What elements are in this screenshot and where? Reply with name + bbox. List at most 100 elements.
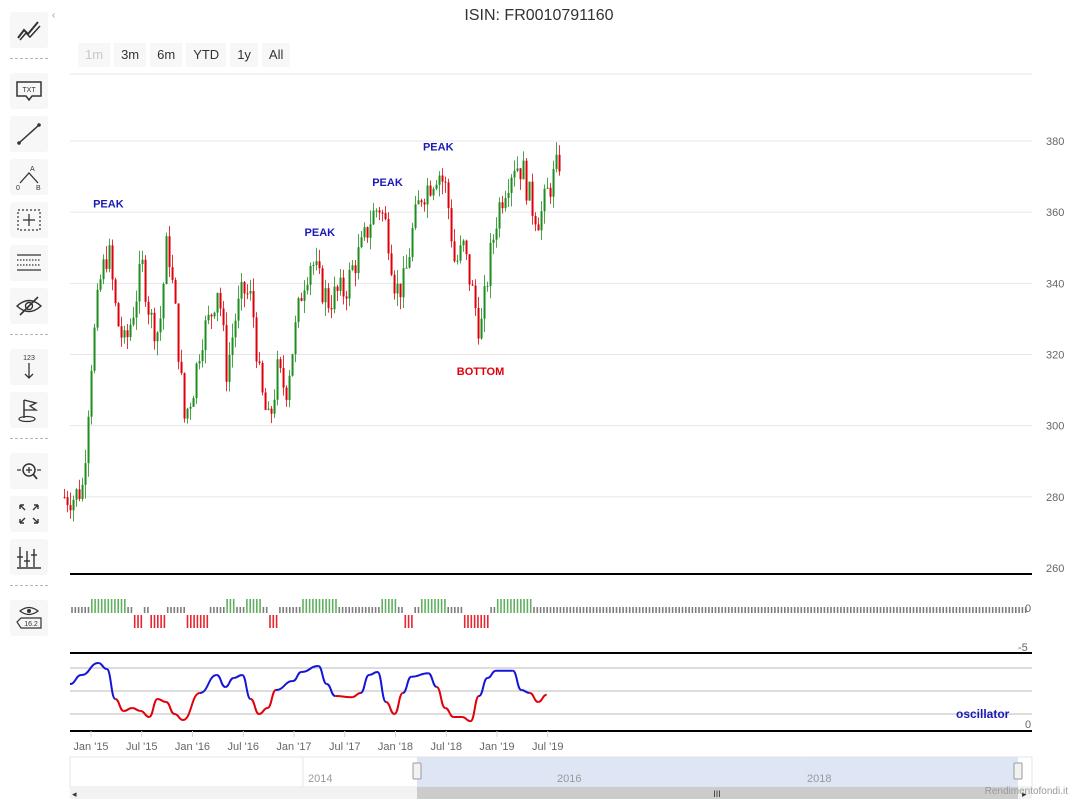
oscillator-segment (301, 665, 319, 673)
candle-body (498, 202, 501, 229)
oscillator-segment (105, 668, 117, 700)
candle-body (165, 236, 168, 284)
text-annotation-button[interactable]: TXT (10, 73, 48, 109)
oscillator-segment (352, 692, 361, 699)
chart-credit: Rendimentofondi.it (985, 786, 1069, 797)
oscillator-segment (98, 662, 108, 670)
candle-body (369, 224, 372, 238)
candle-body (423, 202, 426, 205)
fullscreen-button[interactable] (10, 496, 48, 532)
navigator-year-label: 2018 (807, 773, 831, 785)
candle-body (81, 484, 84, 500)
candle-body (75, 489, 78, 500)
candle-body (363, 227, 366, 238)
candle-body (489, 242, 492, 286)
zoom-button[interactable] (10, 453, 48, 489)
scrollbar-thumb[interactable] (417, 787, 1018, 799)
svg-text:0: 0 (16, 185, 20, 191)
candle-body (537, 224, 540, 231)
candle-body (393, 274, 396, 294)
oscillator-segment (376, 671, 387, 703)
range-1m-button[interactable]: 1m (78, 43, 111, 67)
y-tick-label: 280 (1046, 492, 1064, 504)
candle-body (318, 261, 321, 269)
adjust-series-button[interactable] (10, 539, 48, 575)
vertical-counter-button[interactable]: 123 (10, 349, 48, 385)
candle-body (522, 160, 525, 180)
candle-body (225, 325, 228, 382)
crosshair-selection-button[interactable] (10, 202, 48, 238)
fullscreen-icon (19, 504, 39, 524)
candle-body (219, 292, 222, 309)
oscillator-segment (123, 707, 133, 712)
svg-text:A: A (30, 166, 35, 173)
oscillator-segment (487, 669, 497, 679)
candle-body (339, 277, 342, 291)
candle-body (426, 185, 429, 205)
navigator-handle[interactable] (1013, 762, 1023, 780)
candle-body (264, 392, 267, 410)
horizontal-lines-button[interactable] (10, 245, 48, 281)
range-1y-button[interactable]: 1y (230, 43, 258, 67)
collapse-toolbar-icon[interactable]: ‹ (52, 10, 56, 21)
candle-body (558, 154, 561, 172)
oscillator-segment (529, 692, 539, 703)
x-tick-label: Jul '17 (329, 741, 360, 753)
range-all-button[interactable]: All (261, 43, 291, 67)
line-tool-button[interactable] (10, 116, 48, 152)
candle-body (396, 283, 399, 294)
candle-body (513, 170, 516, 178)
oscillator-segment (258, 707, 268, 715)
scrollbar-left-arrow[interactable]: ◂ (72, 789, 77, 799)
measure-angle-icon: A 0 B (16, 166, 41, 191)
range-6m-button[interactable]: 6m (150, 43, 183, 67)
candle-body (300, 298, 303, 301)
candle-body (129, 324, 132, 338)
signal-axis-label: 0 (1025, 603, 1031, 615)
candle-body (210, 314, 213, 317)
candle-body (63, 496, 66, 498)
candle-body (456, 260, 459, 262)
peak-annotation: PEAK (305, 227, 336, 239)
navigator-handle[interactable] (412, 762, 422, 780)
candle-body (411, 227, 414, 258)
candle-body (276, 359, 279, 400)
range-ytd-button[interactable]: YTD (186, 43, 227, 67)
oscillator-segment (199, 674, 218, 694)
measure-angle-button[interactable]: A 0 B (10, 159, 48, 195)
candle-body (321, 268, 324, 303)
candle-body (444, 181, 447, 183)
candle-body (198, 361, 201, 364)
candle-body (135, 301, 138, 318)
candle-body (468, 254, 471, 285)
candle-body (516, 168, 519, 171)
indicators-button[interactable] (10, 12, 48, 48)
candle-body (72, 499, 75, 511)
candle-body (348, 269, 351, 299)
candle-body (237, 298, 240, 321)
oscillator-segment (335, 695, 353, 699)
oscillator-y-tick: -5 (1018, 642, 1028, 654)
chart-title: ISIN: FR0010791160 (464, 7, 614, 24)
scrollbar-right-arrow[interactable]: ▸ (1022, 789, 1027, 799)
peak-annotation: PEAK (372, 177, 403, 189)
candle-body (228, 354, 231, 382)
text-annotation-icon: TXT (16, 81, 42, 102)
candle-body (204, 320, 207, 351)
current-price-button[interactable]: 16.2 (10, 600, 48, 636)
candle-body (306, 284, 309, 291)
oscillator-segment (360, 674, 370, 694)
x-tick-label: Jul '19 (532, 741, 563, 753)
oscillator-segment (469, 695, 480, 723)
candle-body (345, 296, 348, 299)
hide-annotations-button[interactable] (10, 288, 48, 324)
oscillator-segment (250, 698, 260, 715)
range-3m-button[interactable]: 3m (114, 43, 147, 67)
vertical-counter-icon: 123 (23, 355, 35, 379)
candle-body (201, 350, 204, 362)
candle-body (180, 361, 183, 374)
candle-body (147, 301, 150, 315)
candle-body (177, 303, 180, 362)
flag-button[interactable] (10, 392, 48, 428)
